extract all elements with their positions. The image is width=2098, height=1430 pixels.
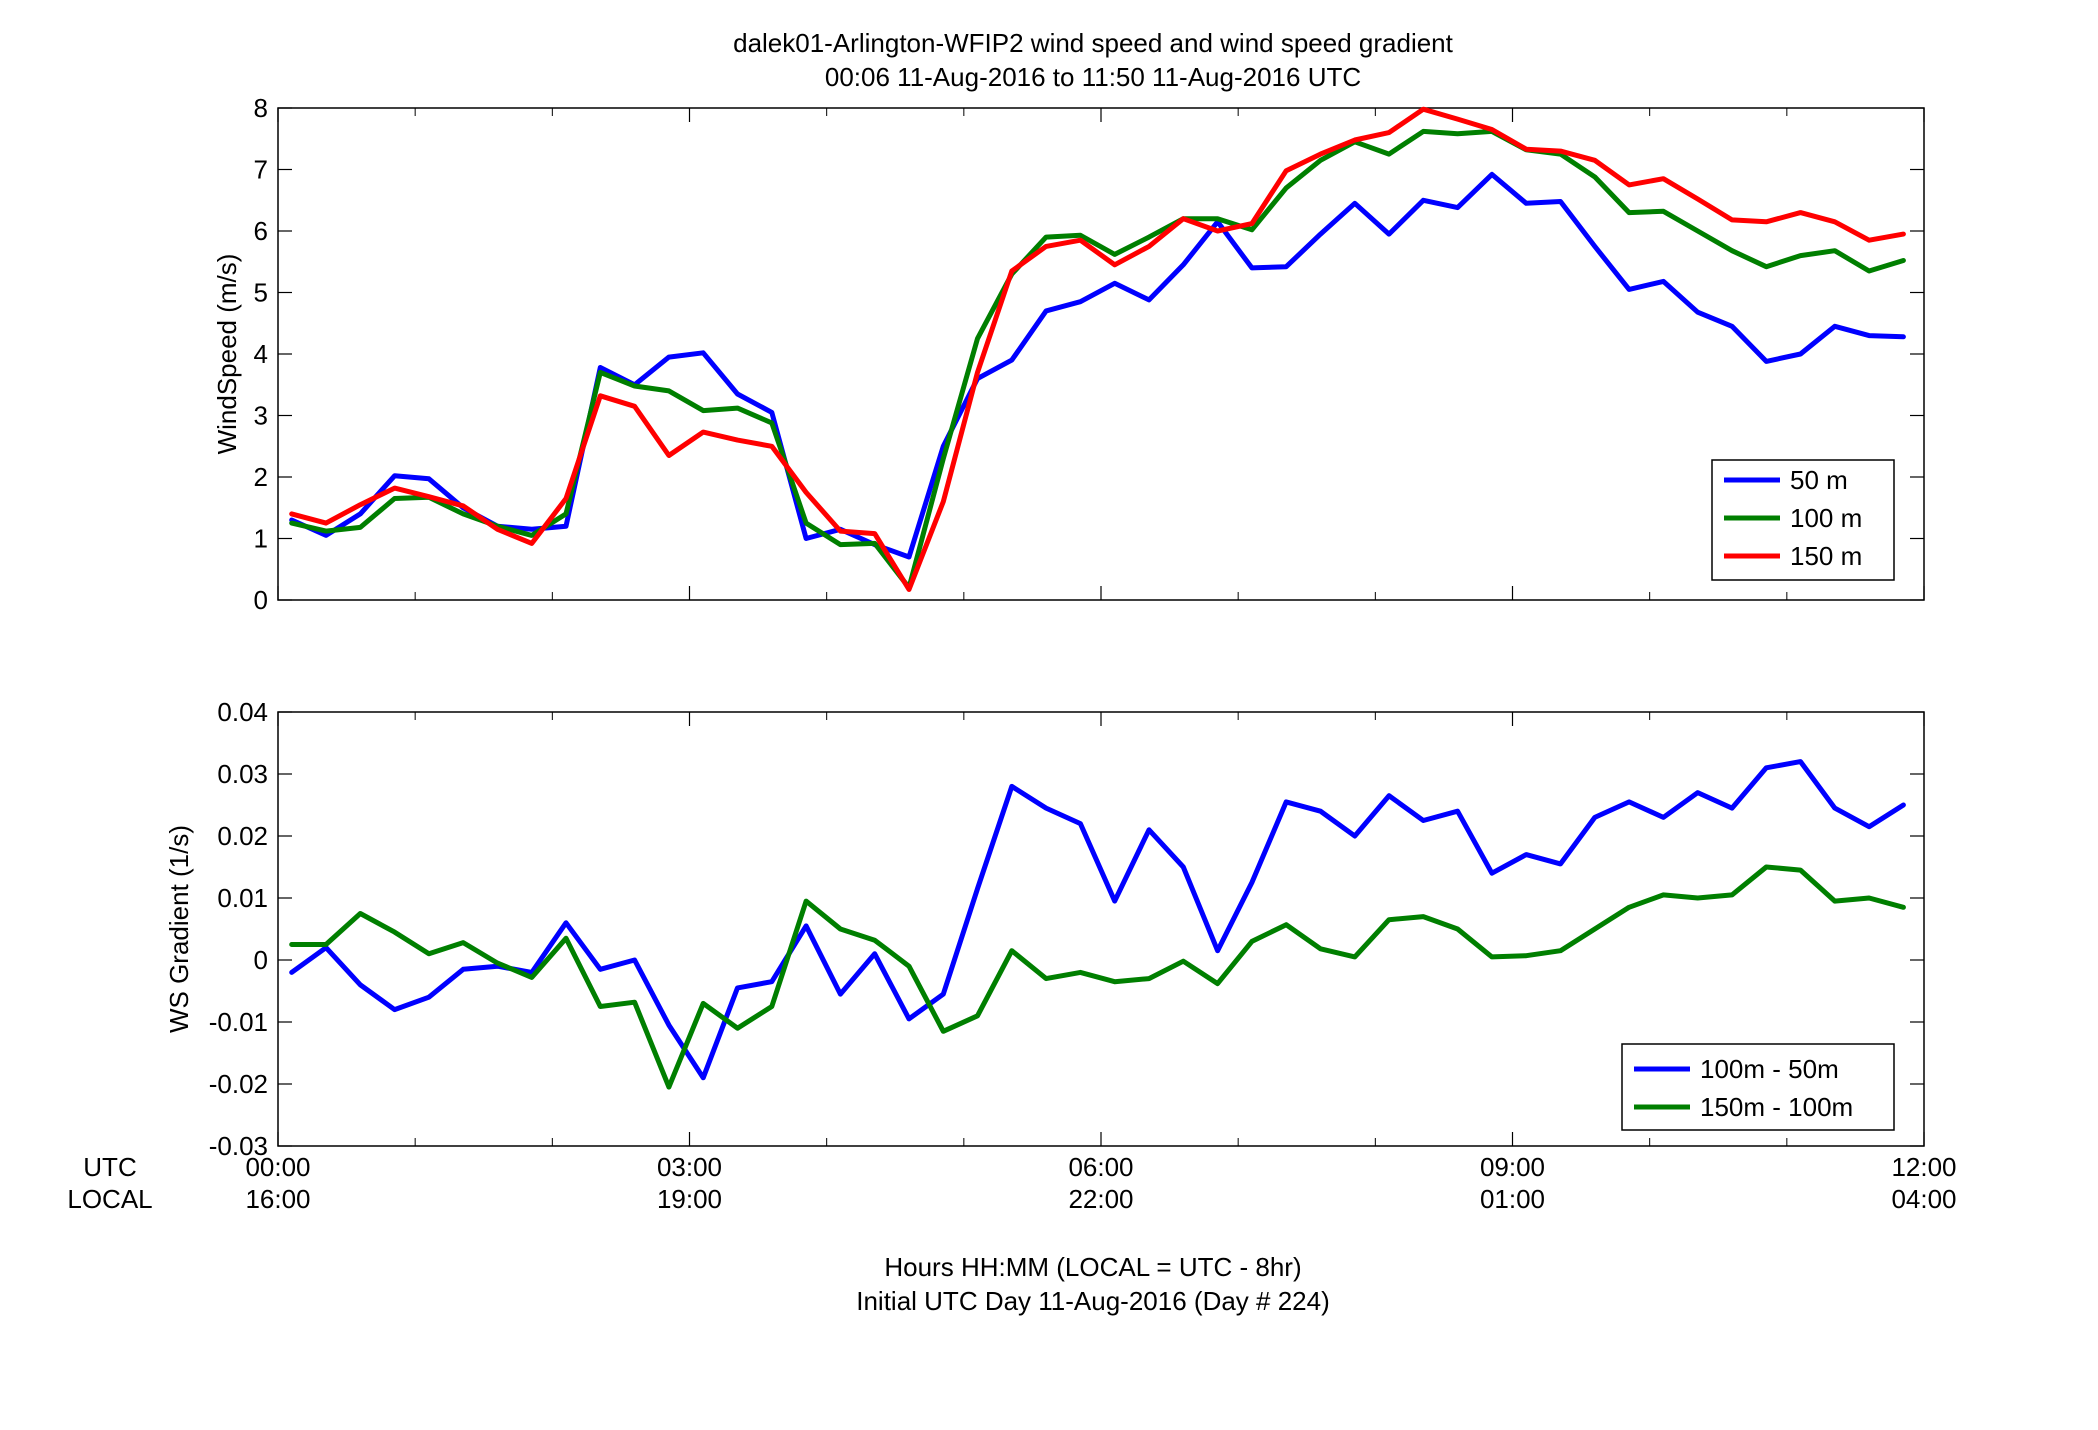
windspeed-y-tick-label-3: 3 bbox=[254, 401, 268, 431]
x-tick-label-local-0: 16:00 bbox=[245, 1184, 310, 1214]
x-tick-label-local-1: 19:00 bbox=[657, 1184, 722, 1214]
windspeed-y-tick-label-6: 6 bbox=[254, 216, 268, 246]
gradient-y-tick-label-4: 0.01 bbox=[217, 883, 268, 913]
windspeed-y-tick-label-0: 0 bbox=[254, 585, 268, 615]
gradient-y-tick-label-1: -0.02 bbox=[209, 1069, 268, 1099]
gradient-legend-label-1: 150m - 100m bbox=[1700, 1092, 1853, 1122]
x-tick-label-local-3: 01:00 bbox=[1480, 1184, 1545, 1214]
gradient-series-line-1 bbox=[289, 864, 1906, 1090]
gradient-y-axis-label: WS Gradient (1/s) bbox=[164, 825, 194, 1033]
windspeed-y-axis-label: WindSpeed (m/s) bbox=[212, 254, 242, 455]
windspeed-legend-label-2: 150 m bbox=[1790, 541, 1862, 571]
chart-title-line2: 00:06 11-Aug-2016 to 11:50 11-Aug-2016 U… bbox=[825, 62, 1361, 92]
x-axis-label-line1: Hours HH:MM (LOCAL = UTC - 8hr) bbox=[884, 1252, 1301, 1282]
windspeed-y-tick-label-8: 8 bbox=[254, 93, 268, 123]
windspeed-y-tick-label-7: 7 bbox=[254, 155, 268, 185]
windspeed-panel: 0 1 2 3 4 5 6 7 8 WindSpeed (m/s) 50 m 100 m 150 m bbox=[212, 93, 1925, 615]
windspeed-series-line-1 bbox=[289, 128, 1906, 591]
windspeed-y-tick-label-1: 1 bbox=[254, 524, 268, 554]
x-tick-label-utc-4: 12:00 bbox=[1891, 1152, 1956, 1182]
chart-title-line1: dalek01-Arlington-WFIP2 wind speed and w… bbox=[733, 28, 1454, 58]
x-tick-label-utc-2: 06:00 bbox=[1068, 1152, 1133, 1182]
gradient-y-tick-label-5: 0.02 bbox=[217, 821, 268, 851]
x-tick-label-local-4: 04:00 bbox=[1891, 1184, 1956, 1214]
gradient-y-tick-label-0: -0.03 bbox=[209, 1131, 268, 1161]
windspeed-legend-label-1: 100 m bbox=[1790, 503, 1862, 533]
x-axis-label-line2: Initial UTC Day 11-Aug-2016 (Day # 224) bbox=[856, 1286, 1330, 1316]
windspeed-y-tick-label-2: 2 bbox=[254, 462, 268, 492]
windspeed-series-line-2 bbox=[289, 106, 1906, 592]
x-tick-label-local-2: 22:00 bbox=[1068, 1184, 1133, 1214]
gradient-panel: -0.03 -0.02 -0.01 0 0.01 0.02 0.03 0.04 WS Gradi… bbox=[164, 697, 1925, 1161]
x-tick-label-utc-1: 03:00 bbox=[657, 1152, 722, 1182]
gradient-legend-box bbox=[1621, 1043, 1895, 1131]
gradient-y-tick-label-7: 0.04 bbox=[217, 697, 268, 727]
gradient-y-tick-label-2: -0.01 bbox=[209, 1007, 268, 1037]
gradient-y-tick-label-6: 0.03 bbox=[217, 759, 268, 789]
x-tick-label-utc-3: 09:00 bbox=[1480, 1152, 1545, 1182]
utc-row-label: UTC bbox=[83, 1152, 136, 1182]
windspeed-y-tick-label-5: 5 bbox=[254, 278, 268, 308]
gradient-legend-label-0: 100m - 50m bbox=[1700, 1054, 1839, 1084]
local-row-label: LOCAL bbox=[67, 1184, 152, 1214]
windspeed-series-line-0 bbox=[289, 171, 1906, 560]
windspeed-legend-label-0: 50 m bbox=[1790, 465, 1848, 495]
gradient-y-tick-label-3: 0 bbox=[254, 945, 268, 975]
windspeed-y-tick-label-4: 4 bbox=[254, 339, 268, 369]
gradient-series-line-0 bbox=[289, 759, 1906, 1081]
x-tick-label-utc-0: 00:00 bbox=[245, 1152, 310, 1182]
